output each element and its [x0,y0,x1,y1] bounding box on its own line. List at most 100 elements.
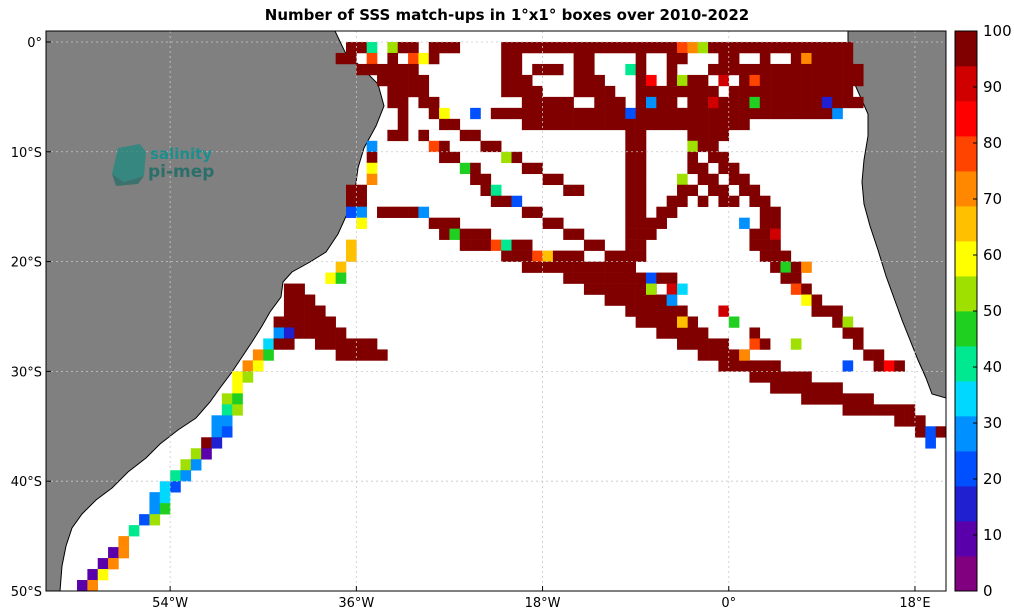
matchup-cell [470,107,481,120]
matchup-cell [770,41,781,54]
map-frame [45,30,947,592]
matchup-cell [283,316,295,328]
matchup-cell [739,360,750,372]
matchup-cell [728,85,740,98]
matchup-cell [832,41,843,54]
matchup-cell [832,52,843,65]
matchup-cell [635,184,647,197]
matchup-cell [573,85,585,98]
matchup-cell [304,294,316,306]
matchup-cell [97,558,109,570]
matchup-cell [532,162,543,175]
matchup-cell [687,74,699,87]
matchup-cell [346,250,357,262]
matchup-cell [304,327,316,339]
matchup-cell [625,261,636,273]
matchup-cell [614,41,626,54]
matchup-cell [697,195,709,207]
matchup-cell [718,360,730,372]
matchup-cell [718,338,730,350]
matchup-cell [614,261,626,273]
matchup-cell [894,360,905,372]
matchup-cell [594,261,605,273]
matchup-cell [656,294,667,306]
matchup-cell [346,195,357,207]
matchup-cell [563,272,574,284]
matchup-cell [397,85,409,98]
matchup-cell [718,195,730,207]
matchup-cell [356,338,367,350]
matchup-cell [511,250,523,262]
matchup-cell [790,96,802,109]
matchup-cell [739,63,750,76]
matchup-cell [811,393,823,405]
matchup-cell [677,338,688,350]
matchup-cell [656,96,667,109]
matchup-cell [821,96,833,109]
matchup-cell [490,107,502,120]
matchup-cell [780,63,792,76]
matchup-cell [356,206,367,218]
matchup-cell [697,96,709,109]
matchup-cells [77,41,946,591]
matchup-cell [635,272,647,284]
matchup-cell [335,272,347,284]
matchup-cell [387,129,399,142]
matchup-cell [346,338,357,350]
matchup-cell [697,173,709,186]
matchup-cell [397,63,409,76]
matchup-cell [852,393,864,405]
matchup-cell [573,250,585,262]
y-tick-label: 10°S [11,146,42,161]
matchup-cell [573,74,585,87]
map-plot-area [46,31,946,591]
matchup-cell [646,118,657,131]
matchup-cell [366,140,378,153]
matchup-cell [314,305,326,317]
matchup-cell [656,272,667,284]
matchup-cell [904,415,916,427]
matchup-cell [180,459,192,471]
matchup-cell [821,41,833,54]
matchup-cell [790,107,802,120]
matchup-cell [780,261,792,273]
matchup-cell [501,195,512,207]
matchup-cell [635,63,647,76]
matchup-cell [677,305,688,317]
matchup-cell [346,41,357,54]
matchup-cell [480,140,492,153]
matchup-cell [790,41,802,54]
matchup-cell [532,250,543,262]
matchup-cell [563,250,574,262]
matchup-cell [232,371,243,383]
matchup-cell [397,118,409,131]
matchup-cell [604,250,616,262]
matchup-cell [625,206,636,218]
matchup-cell [521,107,533,120]
matchup-cell [739,74,750,87]
matchup-cell [449,41,461,54]
matchup-cell [749,184,761,197]
matchup-cell [625,305,636,317]
matchup-cell [625,217,636,229]
matchup-cell [687,107,699,120]
matchup-cell [842,393,854,405]
matchup-cell [677,85,688,98]
matchup-cell [625,283,636,295]
matchup-cell [770,239,781,251]
matchup-cell [666,283,678,295]
matchup-cell [801,63,812,76]
colorbar-tick-label: 100 [983,22,1012,40]
matchup-cell [739,173,750,186]
matchup-cell [159,503,171,515]
matchup-cell [687,162,699,175]
matchup-cell [635,283,647,295]
colorbar-segment [955,556,977,592]
matchup-cell [666,107,678,120]
matchup-cell [604,283,616,295]
matchup-cell [821,107,833,120]
matchup-cell [604,96,616,109]
matchup-cell [832,382,843,394]
matchup-cell [387,74,399,87]
matchup-cell [439,41,450,54]
